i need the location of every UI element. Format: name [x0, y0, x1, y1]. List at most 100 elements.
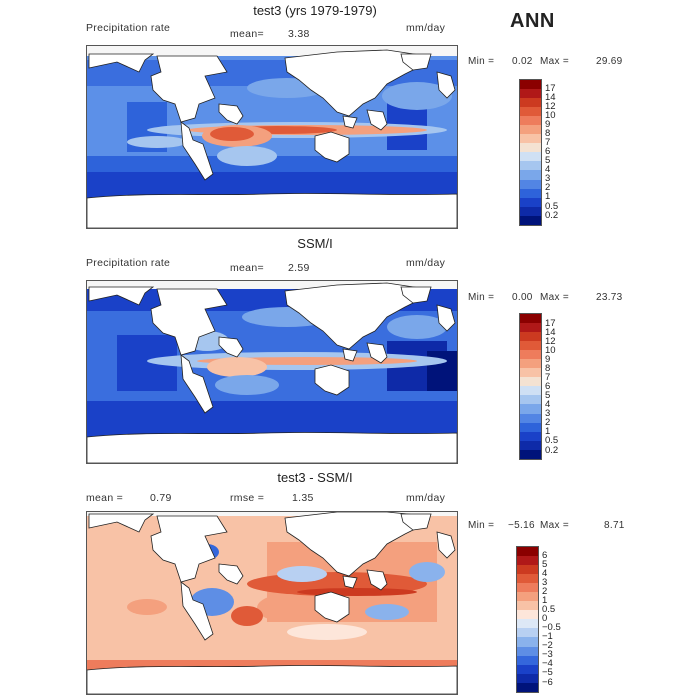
colorbar-tick: 0.5: [545, 435, 559, 446]
colorbar-tick: 2: [542, 586, 548, 597]
colorbar-tick: 2: [545, 182, 551, 193]
max-label-model: Max =: [540, 56, 570, 67]
colorbar-tick: −2: [542, 640, 553, 651]
colorbar-swatch: [520, 440, 541, 450]
colorbar-tick: 1: [542, 595, 548, 606]
colorbar-swatch: [520, 89, 541, 99]
colorbar-tick: 0.2: [545, 445, 559, 456]
colorbar-tick: 3: [542, 577, 548, 588]
colorbar-swatch: [520, 152, 541, 162]
min-label-model: Min =: [468, 56, 495, 67]
colorbar-swatch: [520, 80, 541, 90]
precip-field-obs: [87, 289, 457, 447]
season-label: ANN: [510, 10, 555, 32]
colorbar-swatch: [520, 341, 541, 351]
colorbar-tick: 5: [542, 559, 548, 570]
colorbar-tick: 1: [545, 191, 551, 202]
mean-value-obs: 2.59: [288, 262, 310, 274]
panel-title-diff: test3 - SSM/I: [277, 470, 353, 485]
colorbar-tick: 0: [542, 613, 548, 624]
colorbar-swatch: [520, 431, 541, 441]
colorbar-swatch: [517, 592, 538, 602]
max-label-diff: Max =: [540, 520, 570, 531]
colorbar-tick: 6: [545, 381, 551, 392]
rmse-value-diff: 1.35: [292, 492, 314, 504]
colorbar-swatch: [520, 368, 541, 378]
colorbar-swatch: [517, 628, 538, 638]
colorbar-swatch: [520, 179, 541, 189]
units-label-obs: mm/day: [406, 257, 446, 269]
colorbar-swatch: [520, 314, 541, 324]
colorbar-tick: 6: [545, 146, 551, 157]
colorbar-swatch: [517, 664, 538, 674]
colorbar-swatch: [520, 395, 541, 405]
mean-label-obs: mean=: [230, 262, 264, 274]
colorbar-tick: 14: [545, 92, 556, 103]
colorbar-swatch: [517, 601, 538, 611]
min-value-model: 0.02: [512, 56, 533, 67]
colorbar-swatch: [517, 565, 538, 575]
colorbar-swatch: [517, 583, 538, 593]
colorbar-tick: 0.2: [545, 210, 559, 221]
colorbar-swatch: [520, 422, 541, 432]
precip-field-diff: [87, 516, 457, 678]
colorbar-swatch: [520, 206, 541, 216]
colorbar-swatch: [520, 125, 541, 135]
precip-field-model: [87, 56, 457, 206]
colorbar-swatch: [517, 637, 538, 647]
colorbar-tick: −6: [542, 677, 553, 688]
min-value-obs: 0.00: [512, 292, 533, 303]
colorbar-tick: 4: [542, 568, 548, 579]
colorbar-tick: 10: [545, 110, 556, 121]
colorbar-tick: 17: [545, 83, 556, 94]
colorbar-tick: 0.5: [545, 201, 559, 212]
colorbar-swatch: [520, 359, 541, 369]
colorbar-swatch: [520, 98, 541, 108]
colorbar-swatch: [517, 646, 538, 656]
rmse-label-diff: rmse =: [230, 492, 265, 504]
max-label-obs: Max =: [540, 292, 570, 303]
map-obs: [87, 281, 457, 463]
max-value-obs: 23.73: [596, 292, 623, 303]
continents-diff: [87, 512, 457, 694]
colorbar-swatch: [520, 107, 541, 117]
max-value-diff: 8.71: [604, 520, 625, 531]
map-panel-diff: [86, 511, 458, 695]
colorbar-tick: 1: [545, 426, 551, 437]
colorbar-swatch: [520, 404, 541, 414]
colorbar-swatch: [517, 619, 538, 629]
panel-title-obs: SSM/I: [297, 236, 333, 251]
map-panel-model: [86, 45, 458, 229]
colorbar-tick: 8: [545, 128, 551, 139]
max-value-model: 29.69: [596, 56, 623, 67]
colorbar-tick: 9: [545, 119, 551, 130]
colorbar-tick: −0.5: [542, 622, 561, 633]
map-diff: [87, 512, 457, 694]
panel-title-model: test3 (yrs 1979-1979): [253, 3, 377, 18]
colorbar-swatch: [517, 610, 538, 620]
colorbar-swatch: [517, 574, 538, 584]
colorbar-swatch: [517, 682, 538, 692]
colorbar-tick: 4: [545, 399, 551, 410]
colorbar-swatch: [520, 197, 541, 207]
colorbar-tick: −3: [542, 649, 553, 660]
colorbar-swatch: [517, 556, 538, 566]
min-value-diff: −5.16: [508, 520, 535, 531]
variable-label-model: Precipitation rate: [86, 22, 171, 34]
colorbar-swatch: [520, 143, 541, 153]
colorbar-tick: 7: [545, 372, 551, 383]
units-label-model: mm/day: [406, 22, 446, 34]
mean-value-diff: 0.79: [150, 492, 172, 504]
colorbar-tick: 0.5: [542, 604, 556, 615]
colorbar-tick: 5: [545, 390, 551, 401]
colorbar-tick: 12: [545, 101, 556, 112]
colorbar-diff: [516, 546, 539, 693]
colorbar-swatch: [520, 449, 541, 459]
colorbar-swatch: [520, 332, 541, 342]
colorbar-tick: 17: [545, 318, 556, 329]
colorbar-swatch: [517, 673, 538, 683]
colorbar-swatch: [520, 170, 541, 180]
colorbar-swatch: [520, 134, 541, 144]
colorbar-tick: 7: [545, 137, 551, 148]
mean-value-model: 3.38: [288, 28, 310, 40]
